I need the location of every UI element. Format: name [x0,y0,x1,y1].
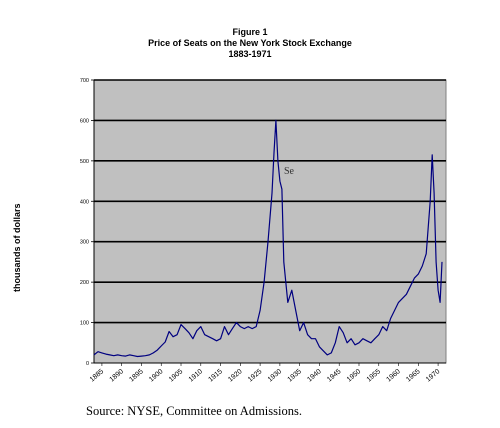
x-tick-label: 1925 [247,368,264,383]
x-tick-label: 1935 [287,368,304,383]
x-tick-label: 1890 [109,368,126,383]
x-tick-label: 1950 [346,368,363,383]
chart-titles: Figure 1 Price of Seats on the New York … [0,27,500,60]
x-tick-label: 1895 [128,368,145,383]
x-tick-label: 1945 [326,368,343,383]
x-tick-label: 1920 [227,368,244,383]
partial-annotation: Se [284,166,295,177]
chart-subtitle: 1883-1971 [228,49,272,59]
x-tick-label: 1965 [405,368,422,383]
y-tick-label: 500 [80,159,89,165]
x-tick-label: 1970 [425,368,442,383]
series-line [93,119,443,358]
y-tick-label: 700 [80,78,89,84]
y-tick-label: 200 [80,280,89,286]
x-tick-label: 1915 [207,368,224,383]
x-tick-label: 1900 [148,368,165,383]
chart-title: Price of Seats on the New York Stock Exc… [148,38,352,48]
x-tick-label: 1960 [385,368,402,383]
y-axis-label: thousands of dollars [12,203,22,292]
source-note: Source: NYSE, Committee on Admissions. [86,404,302,418]
x-tick-label: 1905 [168,368,185,383]
x-tick-label: 1940 [306,368,323,383]
x-tick-label: 1885 [89,368,106,383]
y-tick-label: 400 [80,199,89,205]
figure-label: Figure 1 [232,27,268,37]
x-tick-label: 1955 [366,368,383,383]
y-tick-label: 100 [80,321,89,327]
x-tick-label: 1910 [188,368,205,383]
y-tick-label: 600 [80,118,89,124]
x-tick-label: 1930 [267,368,284,383]
y-tick-label: 300 [80,240,89,246]
y-tick-label: 0 [86,361,89,367]
